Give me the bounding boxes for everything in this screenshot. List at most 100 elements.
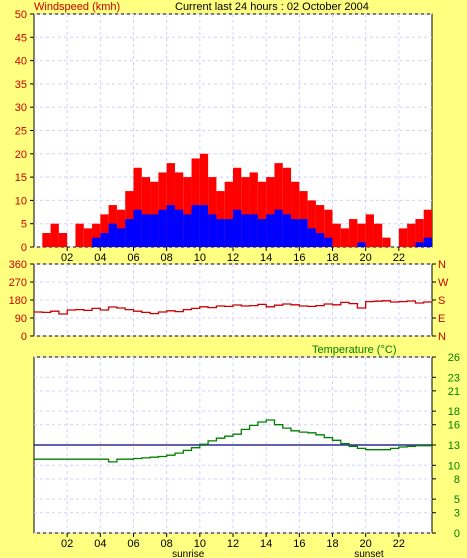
compass-label: N <box>438 331 446 343</box>
y-tick-label: 23 <box>448 372 460 384</box>
average-bar <box>415 242 424 247</box>
y-tick-label: 30 <box>15 102 27 114</box>
average-bar <box>92 237 101 247</box>
temperature-chart: 0 3 5 8 10 13 16 18 21 23 26 02 04 06 08 10 12 14 16 18 20 2… <box>33 352 460 558</box>
average-bar <box>183 214 192 247</box>
gust-bar <box>291 181 300 247</box>
compass-label: S <box>438 295 445 307</box>
average-bar <box>249 214 258 247</box>
y-tick-label: 90 <box>15 313 27 325</box>
average-bar <box>274 209 283 247</box>
average-bar <box>100 233 109 247</box>
direction-line <box>34 300 432 315</box>
gust-bar <box>407 223 416 247</box>
temperature-sun-markers: sunrise sunset <box>172 549 384 558</box>
average-bar <box>299 219 308 247</box>
x-tick-label: 18 <box>326 252 338 264</box>
y-tick-label: 270 <box>9 277 27 289</box>
windspeed-average-series <box>92 205 432 247</box>
average-bar <box>233 209 242 247</box>
x-tick-label: 12 <box>227 538 239 550</box>
gust-bar <box>42 233 51 247</box>
y-tick-label: 20 <box>15 149 27 161</box>
y-tick-label: 180 <box>9 295 27 307</box>
y-tick-label: 26 <box>448 352 460 364</box>
y-tick-label: 50 <box>15 9 27 21</box>
average-bar <box>208 214 217 247</box>
x-tick-label: 14 <box>260 252 272 264</box>
page-title: Current last 24 hours : 02 October 2004 <box>175 1 369 13</box>
average-bar <box>324 237 333 247</box>
x-tick-label: 18 <box>326 538 338 550</box>
y-tick-label: 0 <box>454 528 460 540</box>
x-tick-label: 02 <box>61 538 73 550</box>
temperature-series <box>34 419 432 463</box>
x-tick-label: 02 <box>61 252 73 264</box>
average-bar <box>257 219 267 247</box>
y-tick-label: 8 <box>454 474 460 486</box>
gust-bar <box>257 181 267 247</box>
average-bar <box>266 214 275 247</box>
gust-bar <box>100 214 109 247</box>
temperature-y-axis: 0 3 5 8 10 13 16 18 21 23 26 <box>432 352 460 540</box>
y-tick-label: 13 <box>448 440 460 452</box>
x-tick-label: 22 <box>393 538 405 550</box>
x-tick-label: 06 <box>127 252 139 264</box>
x-tick-label: 16 <box>293 538 305 550</box>
windspeed-chart: 0 5 10 15 20 25 30 35 40 45 50 02 04 06 08 10 12 14 16 18 2… <box>15 9 433 274</box>
average-bar <box>241 214 250 247</box>
gust-bar <box>75 223 84 247</box>
average-bar <box>199 205 209 247</box>
average-bar <box>116 228 126 247</box>
x-tick-label: 06 <box>127 538 139 550</box>
average-bar <box>315 233 325 247</box>
direction-grid <box>34 263 432 337</box>
average-bar <box>150 214 159 247</box>
x-tick-label: 04 <box>94 538 106 550</box>
x-tick-label: 16 <box>293 252 305 264</box>
compass-label: N <box>438 259 446 271</box>
gust-bar <box>191 158 200 247</box>
x-tick-label: 08 <box>161 538 173 550</box>
windspeed-x-axis: 02 04 06 08 10 12 14 16 18 20 22 <box>61 247 405 264</box>
average-bar <box>141 214 151 247</box>
gust-bar <box>382 237 391 247</box>
compass-label: W <box>438 277 449 289</box>
y-tick-label: 35 <box>15 79 27 91</box>
average-bar <box>191 205 200 247</box>
average-bar <box>125 219 134 247</box>
average-bar <box>216 219 225 247</box>
y-tick-label: 10 <box>448 460 460 472</box>
average-bar <box>133 209 142 247</box>
gust-bar <box>208 177 217 247</box>
y-tick-label: 25 <box>15 126 27 138</box>
wind-panel-label: Windspeed (kmh) <box>34 1 120 13</box>
gust-bar <box>423 209 432 247</box>
average-bar <box>307 228 316 247</box>
y-tick-label: 5 <box>454 494 460 506</box>
temperature-x-axis: 02 04 06 08 10 12 14 16 18 20 22 <box>61 533 405 550</box>
windspeed-y-axis: 0 5 10 15 20 25 30 35 40 45 50 <box>15 9 34 254</box>
average-bar <box>357 242 366 247</box>
gust-bar <box>58 233 68 247</box>
y-tick-label: 45 <box>15 32 27 44</box>
x-tick-label: 08 <box>161 252 173 264</box>
gust-bar <box>332 223 341 247</box>
x-tick-label: 10 <box>194 252 206 264</box>
y-tick-label: 16 <box>448 420 460 432</box>
gust-bar <box>373 223 383 247</box>
y-tick-label: 5 <box>21 219 27 231</box>
average-bar <box>224 219 233 247</box>
y-tick-label: 0 <box>21 242 27 254</box>
y-tick-label: 360 <box>9 259 27 271</box>
gust-bar <box>365 214 374 247</box>
gust-bar <box>199 153 209 247</box>
gust-bar <box>141 177 151 247</box>
average-bar <box>158 209 167 247</box>
x-tick-label: 12 <box>227 252 239 264</box>
gust-bar <box>307 200 316 247</box>
sun-marker-label: sunset <box>354 549 384 558</box>
